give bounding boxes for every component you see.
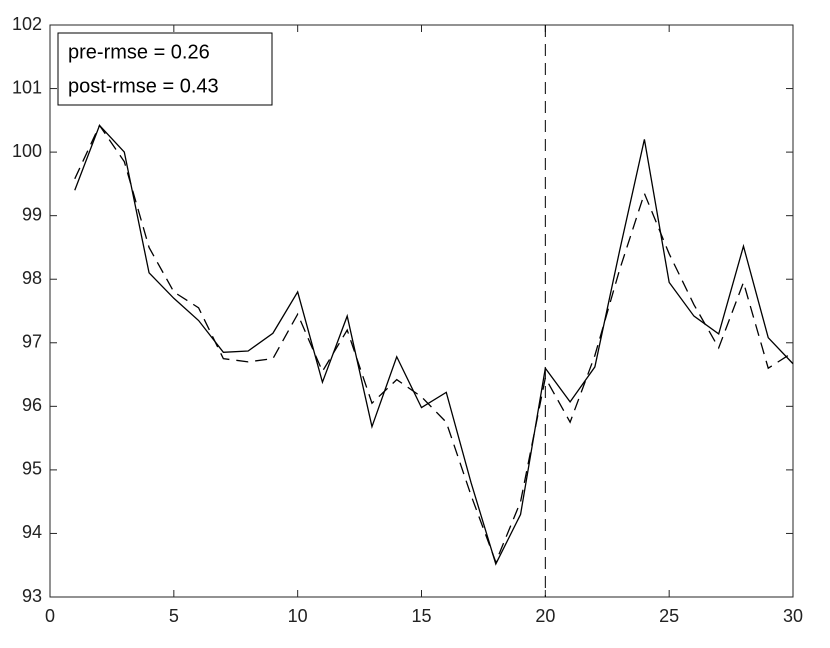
plot-area: [49, 24, 794, 598]
y-tick-label: 101: [12, 77, 42, 97]
y-tick-label: 97: [22, 332, 42, 352]
y-tick-label: 93: [22, 586, 42, 606]
series-line: [74, 124, 794, 566]
y-tick-label: 102: [12, 14, 42, 34]
y-tick-label: 99: [22, 204, 42, 224]
y-tick-label: 96: [22, 395, 42, 415]
y-tick-label: 98: [22, 268, 42, 288]
y-tick-label: 95: [22, 459, 42, 479]
x-tick-label: 0: [45, 606, 55, 626]
x-tick-label: 30: [783, 606, 803, 626]
annotation: pre-rmse = 0.26: [68, 41, 210, 63]
x-tick-label: 15: [411, 606, 431, 626]
annotation-box: [57, 32, 273, 106]
y-tick-label: 100: [12, 141, 42, 161]
x-tick-label: 5: [169, 606, 179, 626]
x-tick-label: 10: [288, 606, 308, 626]
x-tick-label: 20: [535, 606, 555, 626]
x-tick-label: 25: [659, 606, 679, 626]
series-line: [74, 124, 794, 564]
y-tick-label: 94: [22, 522, 42, 542]
annotation: post-rmse = 0.43: [68, 75, 219, 97]
